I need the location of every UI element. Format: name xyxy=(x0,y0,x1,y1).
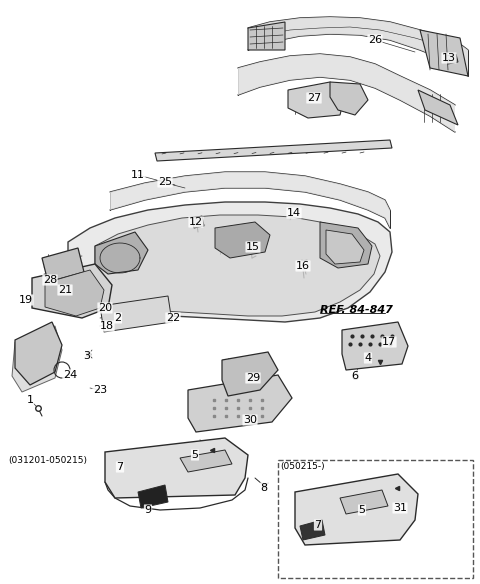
Text: 24: 24 xyxy=(63,370,77,380)
Text: 25: 25 xyxy=(158,177,172,187)
Polygon shape xyxy=(180,450,232,472)
Polygon shape xyxy=(15,322,62,385)
Polygon shape xyxy=(138,485,168,508)
Polygon shape xyxy=(288,82,345,118)
Text: 17: 17 xyxy=(382,337,396,347)
Text: 1: 1 xyxy=(26,395,34,405)
Text: 7: 7 xyxy=(117,462,123,472)
Polygon shape xyxy=(446,54,458,64)
Text: 21: 21 xyxy=(58,285,72,295)
Text: 11: 11 xyxy=(131,170,145,180)
Text: 13: 13 xyxy=(442,53,456,63)
Polygon shape xyxy=(248,22,285,50)
Polygon shape xyxy=(320,222,372,268)
Text: 16: 16 xyxy=(296,261,310,271)
Polygon shape xyxy=(110,172,390,228)
Polygon shape xyxy=(340,490,388,514)
Polygon shape xyxy=(95,232,148,274)
Text: 8: 8 xyxy=(261,483,267,493)
Text: 6: 6 xyxy=(351,371,359,381)
Polygon shape xyxy=(95,215,380,316)
Polygon shape xyxy=(188,375,292,432)
Text: 30: 30 xyxy=(243,415,257,425)
Polygon shape xyxy=(192,216,204,228)
Polygon shape xyxy=(45,270,104,316)
Text: 29: 29 xyxy=(246,373,260,383)
Polygon shape xyxy=(32,264,112,318)
Text: REF. 84-847: REF. 84-847 xyxy=(320,305,393,315)
Polygon shape xyxy=(12,326,62,392)
Text: 27: 27 xyxy=(307,93,321,103)
Polygon shape xyxy=(418,90,458,125)
Text: 7: 7 xyxy=(314,520,322,530)
Text: 12: 12 xyxy=(189,217,203,227)
Text: (050215-): (050215-) xyxy=(280,461,324,471)
Polygon shape xyxy=(326,230,364,264)
Text: 4: 4 xyxy=(364,353,372,363)
Text: 19: 19 xyxy=(19,295,33,305)
Polygon shape xyxy=(330,82,368,115)
Polygon shape xyxy=(238,54,455,132)
Text: 2: 2 xyxy=(114,313,121,323)
Polygon shape xyxy=(105,438,248,498)
Text: 15: 15 xyxy=(246,242,260,252)
Polygon shape xyxy=(420,30,468,76)
Text: 20: 20 xyxy=(98,303,112,313)
Text: 23: 23 xyxy=(93,385,107,395)
Polygon shape xyxy=(215,222,270,258)
Polygon shape xyxy=(100,296,172,332)
Polygon shape xyxy=(342,322,408,370)
FancyBboxPatch shape xyxy=(278,460,473,578)
Polygon shape xyxy=(42,248,84,282)
Text: 5: 5 xyxy=(192,450,199,460)
Text: 26: 26 xyxy=(368,35,382,45)
Text: 5: 5 xyxy=(359,505,365,515)
Text: 31: 31 xyxy=(393,503,407,513)
Polygon shape xyxy=(295,474,418,545)
Polygon shape xyxy=(248,17,468,76)
Text: 28: 28 xyxy=(43,275,57,285)
Polygon shape xyxy=(222,352,278,396)
Text: 18: 18 xyxy=(100,321,114,331)
Polygon shape xyxy=(155,140,392,161)
Polygon shape xyxy=(300,520,325,540)
Text: 14: 14 xyxy=(287,208,301,218)
Text: (031201-050215): (031201-050215) xyxy=(8,456,87,464)
Text: 22: 22 xyxy=(166,313,180,323)
Text: 3: 3 xyxy=(84,351,91,361)
Text: 9: 9 xyxy=(144,505,152,515)
Polygon shape xyxy=(68,202,392,322)
